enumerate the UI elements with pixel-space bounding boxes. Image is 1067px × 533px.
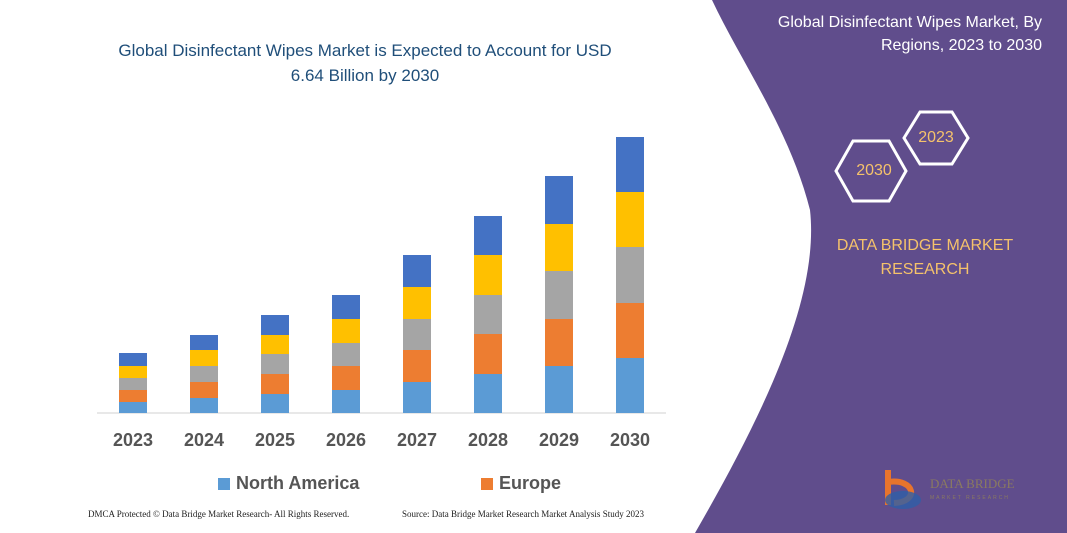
x-tick-label: 2028 (468, 430, 508, 450)
bar-segment (190, 398, 218, 413)
x-tick-label: 2027 (397, 430, 437, 450)
bar-segment (119, 390, 147, 402)
logo-tagline: MARKET RESEARCH (930, 495, 1010, 501)
footer-source: Source: Data Bridge Market Research Mark… (402, 509, 644, 519)
bar-segment (403, 319, 431, 350)
legend-swatch (481, 478, 493, 490)
x-tick-label: 2023 (113, 430, 153, 450)
hexagon (834, 139, 908, 203)
panel-title: Global Disinfectant Wipes Market, By Reg… (777, 14, 1042, 54)
legend-label: Europe (499, 473, 561, 493)
bar-segment (190, 350, 218, 366)
bar-segment (119, 366, 147, 378)
bar-segment (474, 255, 502, 295)
bar-segment (616, 192, 644, 247)
bar-segment (261, 335, 289, 354)
x-tick-label: 2030 (610, 430, 650, 450)
footer-note: DMCA Protected © Data Bridge Market Rese… (88, 509, 350, 519)
bar-segment (261, 315, 289, 335)
x-tick-label: 2026 (326, 430, 366, 450)
bar-segment (190, 335, 218, 350)
bar-segment (474, 334, 502, 374)
x-tick-label: 2024 (184, 430, 224, 450)
bar-segment (545, 271, 573, 319)
bar-segment (403, 287, 431, 319)
bar-segment (474, 216, 502, 255)
bar-segment (332, 343, 360, 366)
legend-swatch (218, 478, 230, 490)
bar-segment (545, 224, 573, 271)
logo-mark (885, 491, 921, 509)
bar-segment (616, 358, 644, 413)
hex-label: 2030 (856, 162, 892, 179)
bar-segment (261, 354, 289, 374)
hexagon (902, 110, 970, 166)
bar-segment (119, 378, 147, 390)
bar-segment (474, 295, 502, 334)
bar-segment (403, 382, 431, 413)
legend-label: North America (236, 473, 360, 493)
logo-name: DATA BRIDGE (930, 476, 1015, 491)
bar-segment (474, 374, 502, 413)
bar-segment (545, 319, 573, 366)
brand: DATA BRIDGE MARKET RESEARCH (836, 237, 1014, 278)
bar-segment (403, 255, 431, 287)
bar-segment (616, 247, 644, 303)
bar-segment (545, 176, 573, 224)
bar-segment (332, 390, 360, 413)
bar-segment (616, 137, 644, 192)
bar-segment (119, 402, 147, 413)
x-tick-label: 2025 (255, 430, 295, 450)
bar-segment (190, 366, 218, 382)
bar-segment (190, 382, 218, 398)
x-tick-label: 2029 (539, 430, 579, 450)
bar-segment (261, 394, 289, 413)
side-panel (695, 0, 1067, 533)
bar-segment (545, 366, 573, 413)
bar-segment (261, 374, 289, 394)
bar-segment (332, 295, 360, 319)
bar-segment (332, 366, 360, 390)
bar-segment (332, 319, 360, 343)
chart-title: Global Disinfectant Wipes Market is Expe… (118, 41, 612, 85)
bar-segment (616, 303, 644, 358)
bar-segment (119, 353, 147, 366)
bar-segment (403, 350, 431, 382)
hex-label: 2023 (918, 129, 954, 146)
